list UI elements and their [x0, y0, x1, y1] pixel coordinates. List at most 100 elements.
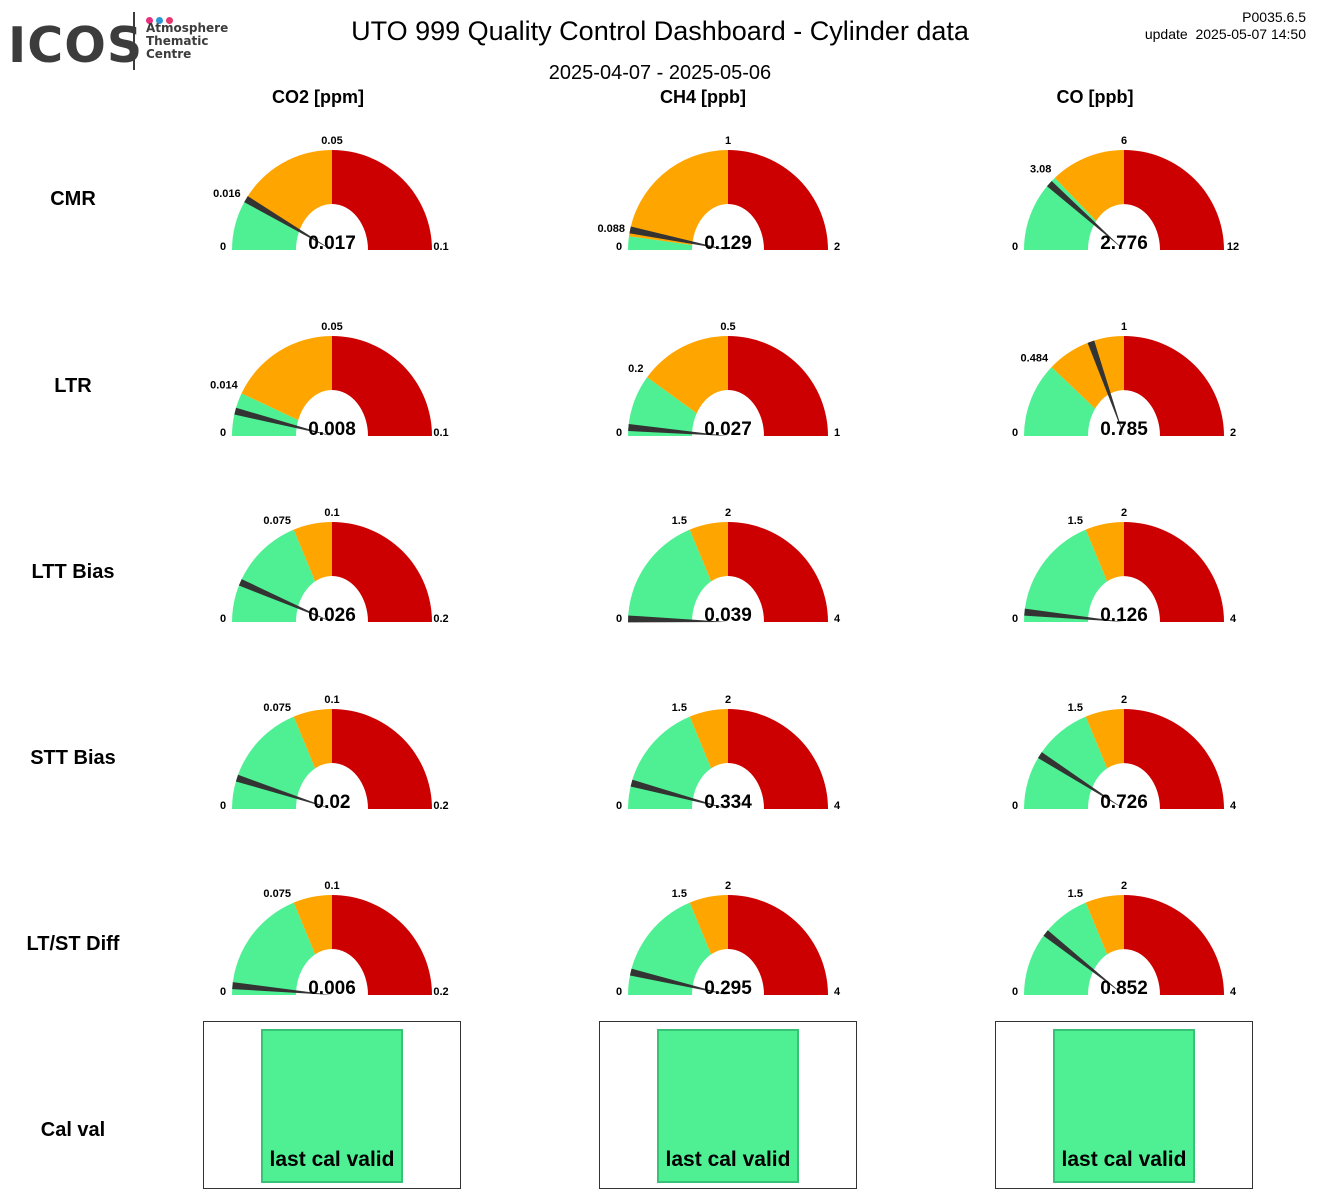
gauge-value-label: 0.02: [314, 792, 351, 813]
gauge: 0 0.2 0.075 0.1 0.006: [220, 880, 449, 999]
gauge-value-label: 0.852: [1100, 978, 1148, 999]
gauge-max-label: 0.1: [433, 427, 448, 439]
date-range: 2025-04-07 - 2025-05-06: [548, 62, 772, 84]
gauge-threshold-label: 0.5: [720, 321, 735, 333]
cal-status-indicator: [657, 1029, 799, 1183]
gauge-value-label: 0.129: [704, 233, 752, 254]
gauge-threshold-label: 6: [1121, 135, 1127, 147]
gauge-value-label: 0.039: [704, 605, 752, 626]
gauge-threshold-label: 2: [725, 694, 731, 706]
gauge-min-label: 0: [220, 800, 226, 812]
gauge-max-label: 4: [834, 800, 841, 812]
gauge-threshold-label: 2: [1121, 880, 1127, 892]
cal-status-text: last cal valid: [665, 1148, 791, 1171]
gauge-threshold-label: 2: [1121, 694, 1127, 706]
gauge-min-label: 0: [616, 241, 622, 253]
gauge-hub: [692, 576, 764, 622]
gauge-value-label: 0.026: [308, 605, 356, 626]
row-label-cmr: CMR: [50, 188, 96, 210]
gauge-threshold-label: 0.484: [1021, 353, 1049, 365]
gauge-threshold-label: 0.075: [263, 515, 291, 527]
gauge-threshold-label: 0.075: [263, 702, 291, 714]
gauge-hub: [296, 390, 368, 436]
gauge-min-label: 0: [1012, 613, 1018, 625]
gauge-threshold-label: 0.1: [324, 694, 339, 706]
cal-status-panel: last cal valid: [599, 1021, 857, 1189]
row-label-cal-val: Cal val: [40, 1119, 106, 1141]
gauge-threshold-label: 0.088: [597, 223, 625, 235]
gauge-threshold-label: 0.075: [263, 888, 291, 900]
gauge-max-label: 0.2: [433, 613, 448, 625]
gauge-hub: [692, 763, 764, 809]
gauge-min-label: 0: [220, 986, 226, 998]
row-label-ltt-bias: LTT Bias: [31, 561, 115, 583]
row-label-ltr: LTR: [54, 375, 92, 397]
gauge-value-label: 0.295: [704, 978, 752, 999]
gauge-max-label: 0.2: [433, 800, 448, 812]
icos-logo: ICOS Atmosphere Thematic Centre: [6, 10, 236, 74]
gauge-needle: [629, 968, 728, 995]
gauge-threshold-label: 0.2: [628, 363, 643, 375]
logo-text: Atmosphere Thematic Centre: [146, 22, 228, 61]
gauge-value-label: 0.027: [704, 419, 752, 440]
gauge-needle: [629, 226, 728, 250]
gauge-hub: [1088, 949, 1160, 995]
gauge-min-label: 0: [1012, 241, 1018, 253]
gauge-threshold-label: 1.5: [1068, 515, 1083, 527]
gauge: 0 0.2 0.075 0.1 0.026: [220, 507, 449, 626]
gauge-max-label: 4: [1230, 986, 1237, 998]
gauge-min-label: 0: [616, 800, 622, 812]
gauge-hub: [1088, 204, 1160, 250]
gauge-value-label: 0.008: [308, 419, 356, 440]
gauge: 0 2 0.088 1 0.129: [597, 135, 840, 254]
logo-line: Atmosphere: [146, 21, 229, 35]
gauge-value-label: 0.785: [1100, 419, 1148, 440]
cal-status-text: last cal valid: [1061, 1148, 1187, 1171]
logo-dot: [146, 17, 153, 24]
gauge-threshold-label: 0.05: [321, 135, 342, 147]
dashboard-title: UTO 999 Quality Control Dashboard - Cyli…: [351, 16, 969, 46]
column-header-co: CO [ppb]: [1056, 87, 1134, 107]
gauge-threshold-label: 2: [1121, 507, 1127, 519]
gauge-max-label: 4: [1230, 800, 1237, 812]
gauge-needle: [628, 424, 728, 436]
gauge-hub: [1088, 390, 1160, 436]
gauge-needle: [628, 615, 728, 623]
gauge-value-label: 0.334: [704, 792, 752, 813]
logo-dots: [146, 11, 176, 29]
update-timestamp: update 2025-05-07 14:50: [1144, 26, 1306, 42]
gauge-needle: [1043, 930, 1124, 995]
gauge-threshold-label: 3.08: [1030, 163, 1051, 175]
gauge: 0 0.2 0.075 0.1 0.02: [220, 694, 449, 813]
gauge-threshold-label: 1.5: [672, 888, 687, 900]
gauge-value-label: 0.017: [308, 233, 356, 254]
gauge-min-label: 0: [220, 427, 226, 439]
gauge-needle: [1046, 180, 1124, 250]
gauge-needle: [238, 579, 332, 622]
gauge-threshold-label: 0.1: [324, 507, 339, 519]
cal-status-text: last cal valid: [269, 1148, 395, 1171]
column-header-co2: CO2 [ppm]: [272, 87, 364, 107]
gauge: 0 0.1 0.016 0.05 0.017: [213, 135, 449, 254]
gauge: 0 4 1.5 2 0.295: [616, 880, 841, 999]
gauge-hub: [1088, 576, 1160, 622]
gauge-min-label: 0: [220, 613, 226, 625]
gauge-threshold-label: 1: [1121, 321, 1127, 333]
gauge-needle: [244, 196, 332, 250]
gauge-threshold-label: 1: [725, 135, 731, 147]
logo-dot: [156, 17, 163, 24]
gauge-hub: [296, 949, 368, 995]
logo-wordmark: ICOS: [8, 17, 144, 74]
gauge-value-label: 0.126: [1100, 605, 1148, 626]
gauge-max-label: 4: [1230, 613, 1237, 625]
gauge-threshold-label: 0.014: [210, 380, 238, 392]
cal-status-panel: last cal valid: [203, 1021, 461, 1189]
gauge-hub: [692, 390, 764, 436]
gauge-threshold-label: 1.5: [1068, 888, 1083, 900]
gauge-hub: [296, 763, 368, 809]
logo-line: Thematic: [146, 34, 209, 48]
gauge-needle: [630, 779, 728, 809]
gauge: 0 2 0.484 1 0.785: [1012, 321, 1236, 440]
gauge: 0 12 3.08 6 2.776: [1012, 135, 1239, 254]
